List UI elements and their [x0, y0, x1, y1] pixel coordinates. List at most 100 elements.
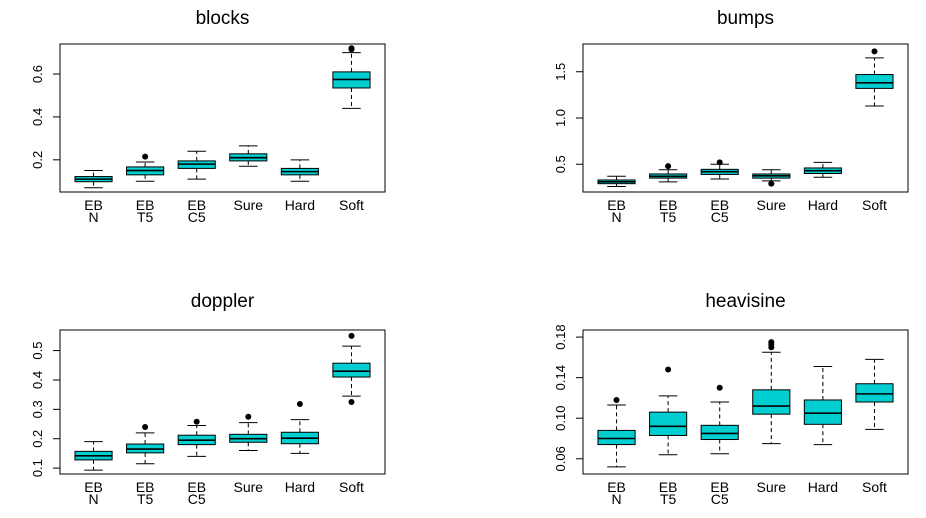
x-tick-label: T5	[660, 209, 677, 225]
y-tick-label: 0.5	[553, 155, 568, 173]
box-body	[855, 383, 894, 403]
y-tick-label: 0.1	[30, 459, 45, 477]
x-tick-label: T5	[137, 491, 154, 507]
outlier-point	[716, 384, 723, 391]
x-tick-label: N	[88, 209, 98, 225]
box-2	[700, 159, 739, 180]
x-tick-label: Hard	[285, 197, 315, 213]
box-3	[752, 169, 791, 187]
x-tick-label: EB	[607, 479, 626, 495]
box-4	[280, 159, 319, 182]
x-tick-label: EB	[136, 479, 155, 495]
x-tick-label: Soft	[339, 197, 364, 213]
x-tick-label: EB	[187, 197, 206, 213]
outlier-point	[665, 163, 672, 170]
x-tick-label: C5	[711, 491, 729, 507]
x-tick-label: EB	[187, 479, 206, 495]
chart-title: doppler	[191, 291, 255, 312]
box-0	[597, 175, 636, 187]
x-tick-label: Soft	[862, 197, 887, 213]
y-tick-label: 1.0	[553, 109, 568, 127]
x-tick-label: Soft	[339, 479, 364, 495]
y-tick-label: 1.5	[553, 63, 568, 81]
box-5	[332, 45, 371, 109]
box-4	[803, 366, 842, 446]
y-tick-label: 0.14	[553, 365, 568, 390]
x-tick-label: EB	[659, 479, 678, 495]
plot-frame	[59, 329, 386, 475]
box-5	[332, 332, 371, 405]
box-body	[700, 424, 739, 441]
box-3	[752, 339, 791, 445]
box-2	[177, 418, 216, 457]
box-body	[855, 74, 894, 89]
x-tick-label: Hard	[285, 479, 315, 495]
outlier-point	[296, 401, 303, 408]
box-body	[597, 429, 636, 446]
x-tick-label: Sure	[757, 479, 787, 495]
chart-title: heavisine	[705, 291, 785, 312]
x-tick-label: Soft	[862, 479, 887, 495]
box-0	[597, 396, 636, 468]
x-tick-label: EB	[136, 197, 155, 213]
box-4	[280, 401, 319, 454]
x-tick-label: C5	[711, 209, 729, 225]
box-body	[332, 362, 371, 378]
chart-title: blocks	[196, 8, 250, 29]
outlier-point	[142, 423, 149, 430]
x-tick-label: EB	[84, 479, 103, 495]
outlier-point	[716, 159, 723, 166]
x-tick-label: Hard	[808, 197, 838, 213]
box-body	[752, 389, 791, 415]
box-5	[855, 358, 894, 430]
x-tick-label: N	[611, 491, 621, 507]
outlier-point	[245, 413, 252, 420]
y-tick-label: 0.5	[30, 342, 45, 360]
outlier-point	[768, 180, 775, 187]
box-0	[74, 170, 113, 189]
x-tick-label: EB	[710, 197, 729, 213]
box-3	[229, 413, 268, 451]
y-tick-label: 0.3	[30, 400, 45, 418]
box-0	[74, 441, 113, 471]
y-tick-label: 0.06	[553, 446, 568, 471]
box-5	[855, 48, 894, 107]
outlier-point	[348, 332, 355, 339]
x-tick-label: T5	[137, 209, 154, 225]
box-3	[229, 145, 268, 167]
x-tick-label: C5	[188, 491, 206, 507]
box-4	[803, 161, 842, 178]
outlier-point	[348, 45, 355, 52]
y-tick-label: 0.2	[30, 151, 45, 169]
x-tick-label: N	[88, 491, 98, 507]
chart-title: bumps	[717, 8, 774, 29]
x-tick-label: EB	[607, 197, 626, 213]
outlier-point	[871, 48, 878, 55]
outlier-point	[768, 339, 775, 346]
box-2	[700, 384, 739, 455]
x-tick-label: Sure	[757, 197, 787, 213]
box-body	[649, 411, 688, 436]
x-tick-label: Hard	[808, 479, 838, 495]
y-tick-label: 0.6	[30, 65, 45, 83]
box-1	[649, 366, 688, 456]
y-tick-label: 0.18	[553, 324, 568, 349]
x-tick-label: C5	[188, 209, 206, 225]
outlier-point	[193, 418, 200, 425]
plot-frame	[582, 329, 909, 475]
outlier-point	[665, 366, 672, 373]
box-1	[126, 153, 165, 182]
x-tick-label: EB	[710, 479, 729, 495]
chart-panel-3: heavisine0.060.100.140.18EBNEBT5EBC5Sure…	[553, 291, 909, 507]
x-tick-label: Sure	[234, 197, 264, 213]
x-tick-label: N	[611, 209, 621, 225]
outlier-point	[613, 396, 620, 403]
x-tick-label: EB	[659, 197, 678, 213]
box-body	[803, 399, 842, 425]
y-tick-label: 0.2	[30, 430, 45, 448]
y-tick-label: 0.4	[30, 108, 45, 126]
